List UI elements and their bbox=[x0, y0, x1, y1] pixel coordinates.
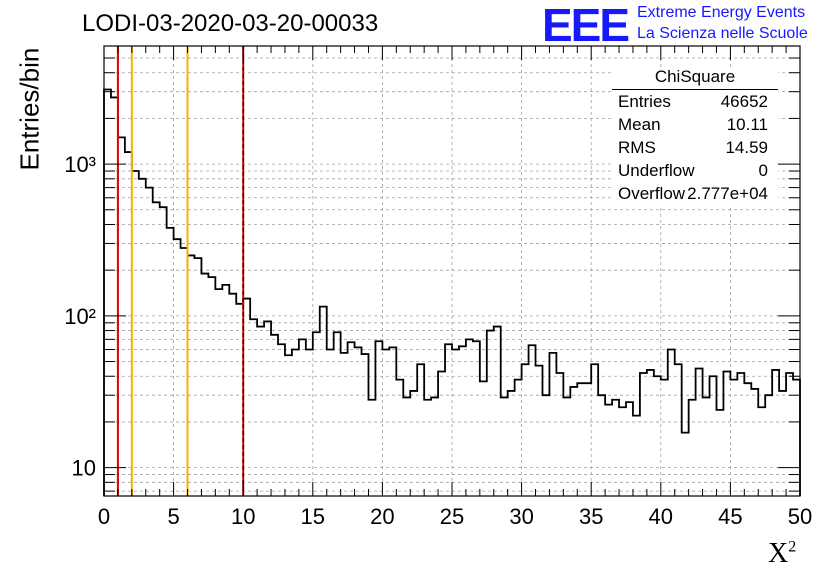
stats-row: Underflow 0 bbox=[612, 161, 778, 184]
stats-row: Overflow 2.777e+04 bbox=[612, 184, 778, 207]
logo-line-2: La Scienza nelle Scuole bbox=[637, 25, 808, 42]
stats-key: Mean bbox=[618, 115, 661, 134]
x-tick-label: 30 bbox=[509, 504, 533, 529]
stats-row: RMS 14.59 bbox=[612, 138, 778, 161]
eee-logo: EEE bbox=[542, 0, 630, 51]
x-tick-label: 50 bbox=[788, 504, 812, 529]
histogram-line bbox=[103, 88, 801, 496]
stats-value: 46652 bbox=[720, 92, 768, 111]
axis-ticks: 0 5 10 15 20 25 30 35 40 45 50 10 10² 10³ bbox=[64, 46, 812, 529]
y-tick-label: 10³ bbox=[64, 152, 96, 177]
stats-row: Entries 46652 bbox=[612, 92, 778, 115]
x-tick-label: 25 bbox=[440, 504, 464, 529]
x-tick-label: 10 bbox=[231, 504, 255, 529]
stats-key: Overflow bbox=[618, 184, 686, 203]
stats-row: Mean 10.11 bbox=[612, 115, 778, 138]
x-tick-label: 20 bbox=[370, 504, 394, 529]
x-tick-label: 0 bbox=[98, 504, 110, 529]
x-tick-label: 40 bbox=[649, 504, 673, 529]
x-tick-label: 15 bbox=[301, 504, 325, 529]
x-axis-label: X2 bbox=[768, 538, 797, 569]
grid bbox=[104, 46, 800, 496]
y-axis-label: Entries/bin bbox=[14, 47, 45, 171]
chart-title: LODI-03-2020-03-20-00033 bbox=[82, 10, 379, 37]
stats-value: 14.59 bbox=[725, 138, 768, 157]
stats-key: Underflow bbox=[618, 161, 695, 180]
stats-value: 2.777e+04 bbox=[687, 184, 768, 203]
stats-key: Entries bbox=[618, 92, 671, 111]
y-tick-label: 10 bbox=[72, 456, 96, 481]
histogram bbox=[103, 88, 801, 496]
logo-line-1: Extreme Energy Events bbox=[637, 4, 806, 21]
x-tick-label: 45 bbox=[718, 504, 742, 529]
y-tick-label: 10² bbox=[64, 304, 96, 329]
x-tick-label: 5 bbox=[167, 504, 179, 529]
stats-value: 10.11 bbox=[726, 115, 768, 134]
cut-lines bbox=[116, 46, 245, 496]
stats-box: ChiSquare Entries 46652 Mean 10.11 RMS 14.5… bbox=[612, 67, 778, 207]
x-tick-label: 35 bbox=[579, 504, 603, 529]
stats-key: RMS bbox=[618, 138, 656, 157]
stats-value: 0 bbox=[758, 161, 768, 180]
stats-title: ChiSquare bbox=[612, 67, 778, 90]
